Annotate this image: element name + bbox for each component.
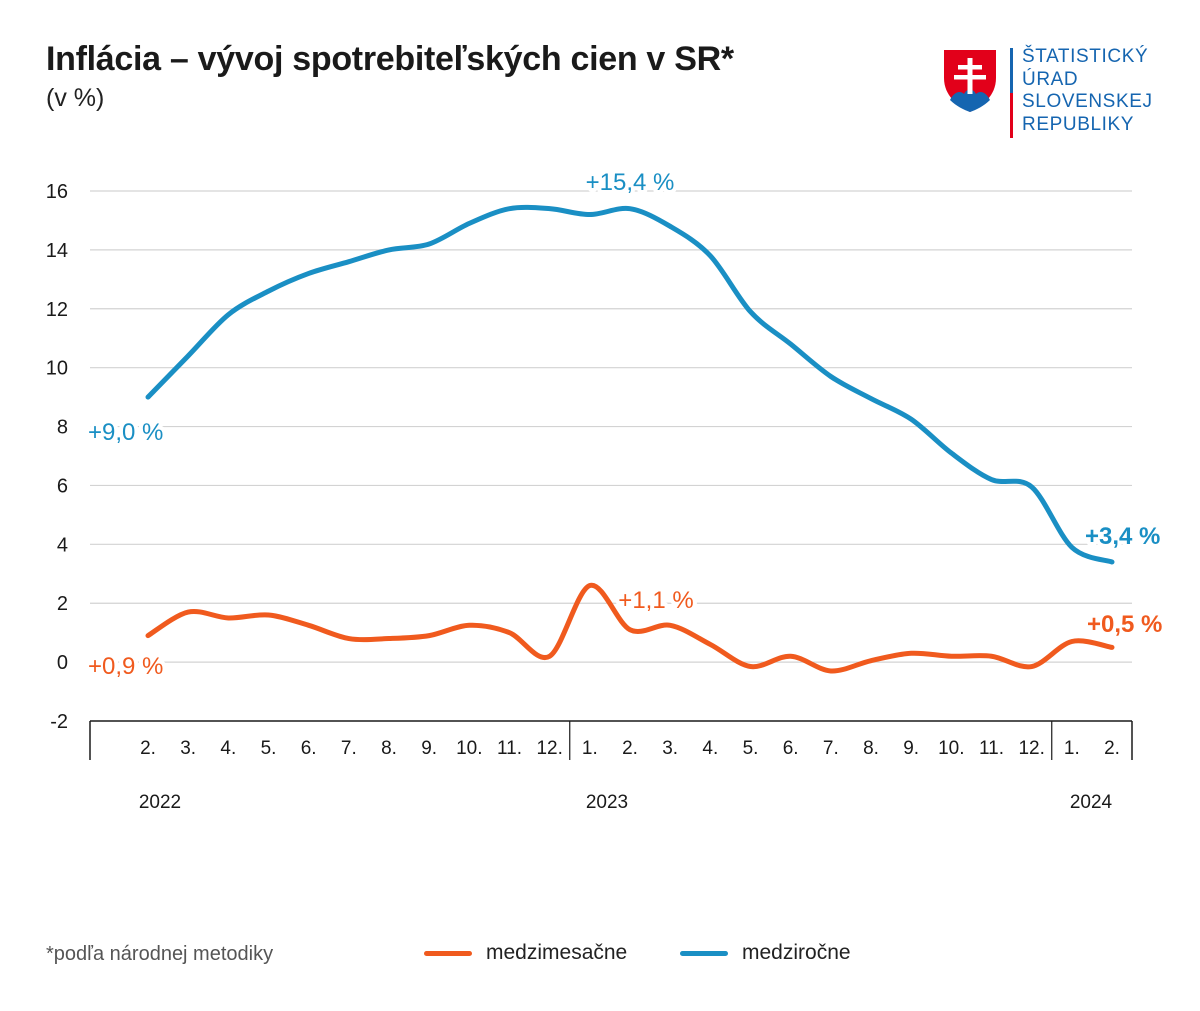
year-label: 2022 [139,792,181,813]
data-label: +15,4 % [586,169,675,196]
x-tick-label: 8. [863,738,879,759]
y-tick-label: 16 [46,181,68,203]
logo-line: REPUBLIKY [1022,113,1135,135]
x-tick-label: 6. [783,738,799,759]
x-tick-label: 3. [662,738,678,759]
x-tick-label: 9. [421,738,437,759]
x-tick-label: 6. [301,738,317,759]
legend-label: medzimesačne [486,941,628,964]
x-tick-label: 11. [979,738,1004,759]
x-tick-label: 10. [938,738,964,759]
inflation-line-chart: -2 0 2 4 6 8 10 12 14 16 2. 3. 4. 5. 6. 7. 8. 9. 10. 11. 12.… [45,169,1163,813]
legend-swatch-orange [424,950,472,956]
data-label: +0,9 % [88,653,163,680]
x-tick-label: 11. [497,738,522,759]
year-label: 2023 [586,792,628,813]
x-tick-label: 4. [702,738,718,759]
logo-line: ŠTATISTICKÝ [1022,46,1149,67]
x-tick-label: 7. [341,738,357,759]
statistical-office-logo: ŠTATISTICKÝ ÚRAD SLOVENSKEJ REPUBLIKY [942,46,1162,143]
x-tick-label: 2. [140,738,156,759]
y-tick-label: 10 [46,358,68,380]
logo-text: ŠTATISTICKÝ ÚRAD SLOVENSKEJ REPUBLIKY [1022,46,1153,136]
x-tick-label: 2. [622,738,638,759]
x-tick-label: 5. [743,738,759,759]
x-tick-label: 2. [1104,738,1120,759]
series-line-medzimesacne [145,583,1115,674]
data-label: +9,0 % [88,419,163,446]
x-tick-label: 10. [456,738,482,759]
x-tick-label: 7. [823,738,839,759]
x-tick-label: 1. [1064,738,1080,759]
data-label: +3,4 % [1085,523,1160,550]
y-tick-label: 12 [46,299,68,321]
legend-label: medziročne [742,941,851,964]
logo-divider [1010,48,1013,138]
footnote: *podľa národnej metodiky [46,943,274,965]
x-tick-label: 4. [220,738,236,759]
x-tick-label: 12. [1018,738,1044,759]
data-label: +1,1 % [618,587,693,614]
y-tick-label: 8 [57,417,68,439]
chart-title: Inflácia – vývoj spotrebiteľských cien v… [46,40,734,78]
y-tick-label: 4 [57,534,68,556]
year-label: 2024 [1070,792,1113,813]
x-tick-label: 12. [536,738,562,759]
x-tick-label: 5. [261,738,277,759]
x-tick-label: 3. [180,738,196,759]
logo-line: ÚRAD [1022,68,1079,90]
x-tick-label: 8. [381,738,397,759]
logo-line: SLOVENSKEJ [1022,91,1153,112]
y-tick-label: 14 [46,240,68,262]
y-tick-label: 2 [57,593,68,615]
legend-item-medzirocne: medziročne [680,941,851,965]
x-tick-label: 9. [903,738,919,759]
slovak-coat-of-arms-icon [944,50,996,112]
series-line-medzirocne [145,204,1115,565]
y-tick-label: 6 [57,475,68,497]
legend-swatch-blue [680,950,728,956]
chart-subtitle: (v %) [46,84,105,112]
data-label: +0,5 % [1087,611,1162,638]
y-tick-label: -2 [50,711,68,733]
legend-item-medzimesacne: medzimesačne [424,941,627,965]
x-tick-label: 1. [582,738,598,759]
y-tick-label: 0 [57,652,68,674]
